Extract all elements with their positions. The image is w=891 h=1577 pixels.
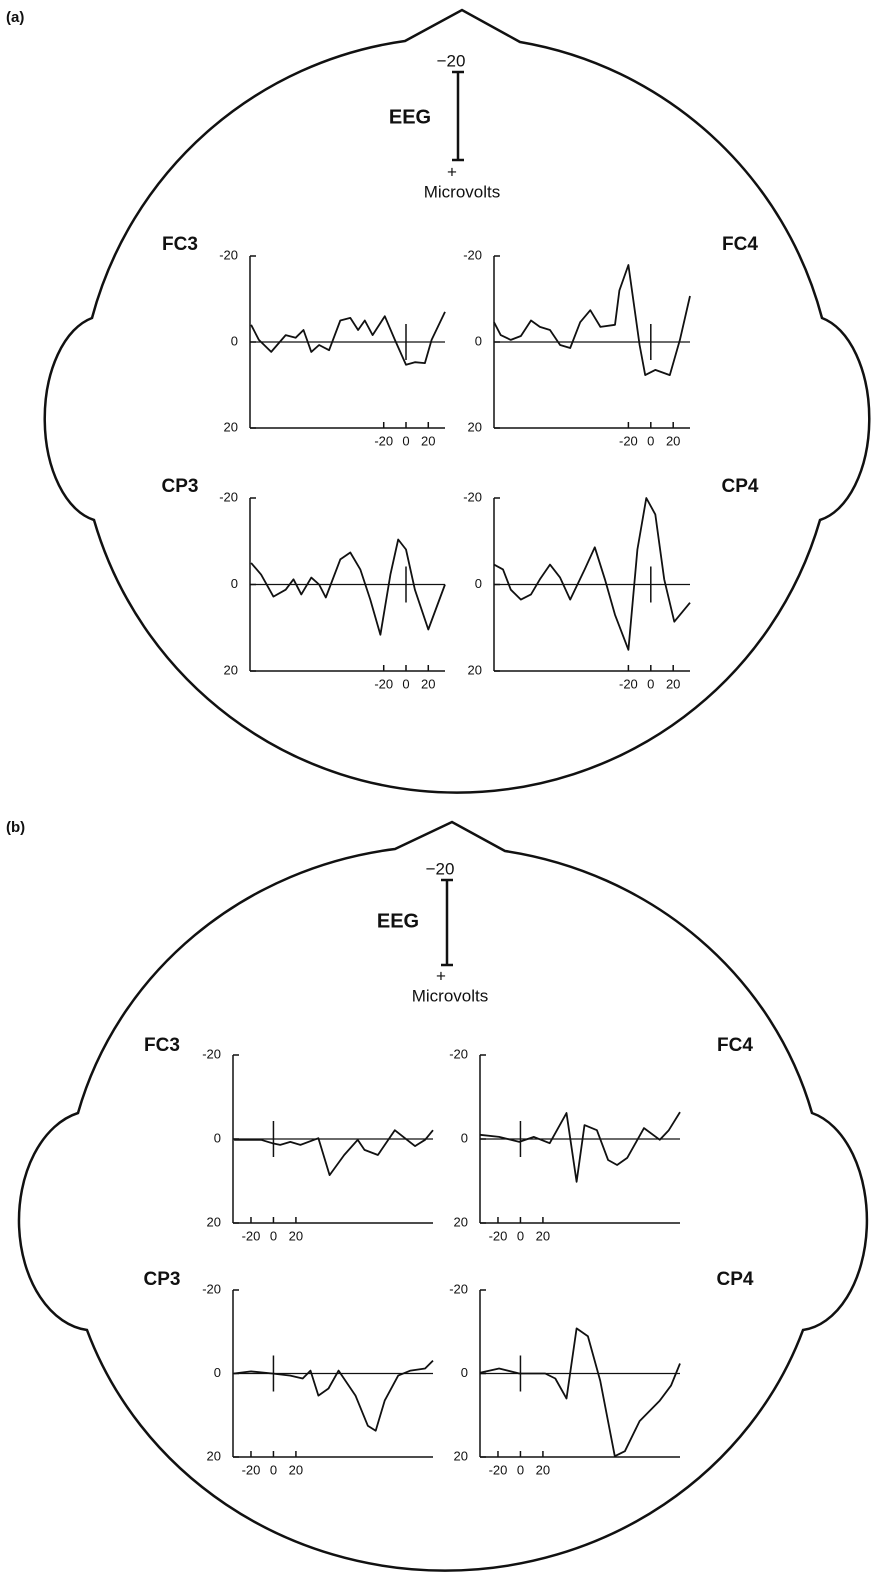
x-tick-label: 20 — [536, 1228, 550, 1243]
x-tick-label: 20 — [421, 433, 435, 448]
y-tick-label: -20 — [463, 489, 482, 504]
x-tick-label: 20 — [666, 433, 680, 448]
y-tick-label: -20 — [202, 1046, 221, 1061]
y-tick-label: 0 — [214, 1365, 221, 1380]
chart-title: FC4 — [722, 234, 758, 255]
y-tick-label: 20 — [468, 662, 482, 677]
x-tick-label: 0 — [270, 1462, 277, 1477]
x-tick-label: -20 — [489, 1462, 508, 1477]
y-tick-label: 20 — [207, 1448, 221, 1463]
chart-title: CP4 — [717, 1269, 754, 1290]
x-tick-label: 0 — [647, 433, 654, 448]
y-tick-label: 0 — [475, 333, 482, 348]
y-tick-label: 20 — [454, 1214, 468, 1229]
x-tick-label: -20 — [374, 676, 393, 691]
chart-title: CP4 — [722, 476, 759, 497]
scale-bottom: + — [436, 966, 446, 985]
x-tick-label: 0 — [647, 676, 654, 691]
scale-bottom: + — [447, 162, 457, 181]
x-tick-label: -20 — [619, 676, 638, 691]
panel-label: (a) — [6, 9, 24, 26]
y-tick-label: 20 — [224, 662, 238, 677]
head-outline — [17, 820, 869, 1572]
eeg-trace — [234, 1129, 434, 1176]
head-outline — [43, 8, 871, 794]
y-tick-label: 20 — [454, 1448, 468, 1463]
eeg-trace — [233, 1359, 434, 1432]
y-tick-label: 20 — [224, 419, 238, 434]
y-tick-label: -20 — [449, 1281, 468, 1296]
chart-title: FC4 — [717, 1035, 753, 1056]
scale-unit: Microvolts — [412, 986, 489, 1005]
x-tick-label: -20 — [242, 1228, 261, 1243]
x-tick-label: 20 — [289, 1462, 303, 1477]
y-tick-label: 0 — [231, 333, 238, 348]
x-tick-label: -20 — [489, 1228, 508, 1243]
chart-title: FC3 — [162, 234, 198, 255]
y-tick-label: -20 — [219, 489, 238, 504]
panel-label: (b) — [6, 819, 25, 836]
x-tick-label: 20 — [536, 1462, 550, 1477]
chart-title: FC3 — [144, 1035, 180, 1056]
y-tick-label: -20 — [449, 1046, 468, 1061]
x-tick-label: -20 — [619, 433, 638, 448]
y-tick-label: -20 — [463, 247, 482, 262]
x-tick-label: 0 — [402, 676, 409, 691]
x-tick-label: 0 — [517, 1228, 524, 1243]
y-tick-label: 0 — [461, 1365, 468, 1380]
x-tick-label: -20 — [374, 433, 393, 448]
y-tick-label: -20 — [202, 1281, 221, 1296]
x-tick-label: -20 — [242, 1462, 261, 1477]
x-tick-label: 20 — [666, 676, 680, 691]
scale-top: −20 — [426, 859, 455, 878]
scale-title: EEG — [389, 106, 431, 128]
y-tick-label: -20 — [219, 247, 238, 262]
x-tick-label: 0 — [270, 1228, 277, 1243]
y-tick-label: 0 — [475, 576, 482, 591]
y-tick-label: 20 — [207, 1214, 221, 1229]
x-tick-label: 0 — [402, 433, 409, 448]
chart-title: CP3 — [162, 476, 199, 497]
eeg-trace — [250, 311, 446, 366]
eeg-trace — [479, 1111, 681, 1183]
scale-title: EEG — [377, 910, 419, 932]
y-tick-label: 0 — [214, 1130, 221, 1145]
x-tick-label: 20 — [289, 1228, 303, 1243]
eeg-trace — [250, 538, 446, 636]
x-tick-label: 0 — [517, 1462, 524, 1477]
y-tick-label: 0 — [461, 1130, 468, 1145]
eeg-trace — [493, 497, 691, 651]
eeg-trace — [479, 1327, 681, 1458]
eeg-trace — [493, 264, 691, 376]
y-tick-label: 20 — [468, 419, 482, 434]
y-tick-label: 0 — [231, 576, 238, 591]
scale-unit: Microvolts — [424, 182, 501, 201]
x-tick-label: 20 — [421, 676, 435, 691]
scale-top: −20 — [437, 51, 466, 70]
chart-title: CP3 — [144, 1269, 181, 1290]
